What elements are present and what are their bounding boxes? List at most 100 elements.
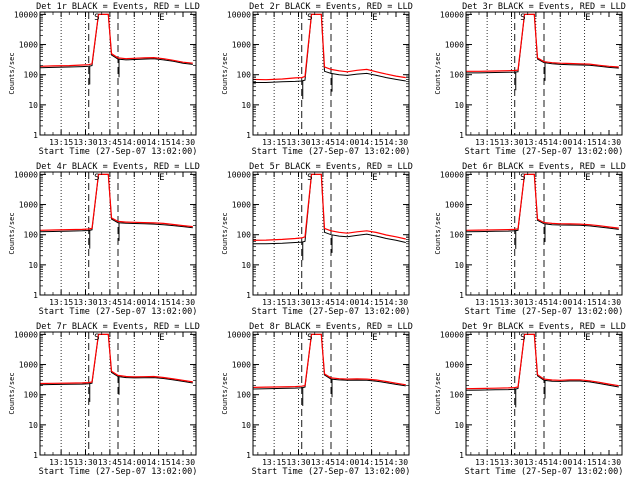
y-tick-label: 10 — [28, 261, 38, 270]
y-tick-label: 100 — [24, 231, 39, 240]
x-tick-label: 13:15 — [49, 298, 73, 307]
marker-e: E — [159, 173, 164, 183]
y-tick-label: 1 — [33, 451, 38, 460]
y-tick-label: 1 — [33, 291, 38, 300]
marker-e: E — [372, 333, 377, 343]
panel-title: Det 7r BLACK = Events, RED = LLD — [36, 322, 200, 332]
y-tick-label: 100 — [237, 71, 252, 80]
marker-e: E — [159, 333, 164, 343]
y-tick-label: 10 — [454, 261, 464, 270]
x-axis-label: Start Time (27-Sep-07 13:02:00) — [39, 147, 198, 157]
x-axis-label: Start Time (27-Sep-07 13:02:00) — [252, 147, 411, 157]
marker-e: E — [372, 13, 377, 23]
x-tick-label: 14:00 — [122, 298, 146, 307]
lld-series-line — [253, 13, 406, 81]
panel-title: Det 2r BLACK = Events, RED = LLD — [249, 2, 413, 12]
lld-series-line — [466, 333, 619, 390]
x-tick-label: 14:30 — [171, 138, 195, 147]
y-axis-label: Counts/sec — [434, 52, 442, 94]
events-series-line — [253, 333, 406, 390]
x-tick-label: 14:15 — [147, 138, 171, 147]
x-tick-label: 13:45 — [98, 298, 122, 307]
y-tick-label: 10000 — [227, 330, 251, 339]
x-axis-label: Start Time (27-Sep-07 13:02:00) — [39, 307, 198, 317]
panel-title: Det 8r BLACK = Events, RED = LLD — [249, 322, 413, 332]
y-axis-label: Counts/sec — [434, 212, 442, 254]
marker-s: S — [520, 173, 525, 183]
events-series-line — [40, 173, 193, 233]
x-tick-label: 13:30 — [73, 298, 97, 307]
y-tick-label: 1000 — [19, 201, 38, 210]
marker-e: E — [585, 173, 590, 183]
x-tick-label: 14:30 — [171, 298, 195, 307]
y-tick-label: 1 — [33, 131, 38, 140]
x-tick-label: 13:15 — [262, 298, 286, 307]
y-axis-label: Counts/sec — [221, 212, 229, 254]
x-tick-label: 14:30 — [384, 458, 408, 467]
x-tick-label: 13:30 — [499, 458, 523, 467]
y-tick-label: 100 — [237, 391, 252, 400]
events-series-line — [466, 333, 619, 391]
x-tick-label: 13:45 — [311, 138, 335, 147]
x-tick-label: 14:00 — [335, 458, 359, 467]
y-tick-label: 10 — [241, 261, 251, 270]
y-tick-label: 1000 — [445, 361, 464, 370]
x-axis-label: Start Time (27-Sep-07 13:02:00) — [252, 467, 411, 477]
y-tick-label: 1000 — [445, 41, 464, 50]
x-tick-label: 13:45 — [311, 458, 335, 467]
marker-s: S — [307, 13, 312, 23]
y-tick-label: 1000 — [19, 41, 38, 50]
x-tick-label: 13:45 — [524, 298, 548, 307]
y-tick-label: 1000 — [19, 361, 38, 370]
x-tick-label: 14:30 — [384, 138, 408, 147]
lld-series-line — [40, 173, 193, 231]
y-axis-label: Counts/sec — [221, 52, 229, 94]
marker-s: S — [94, 173, 99, 183]
panel-title: Det 1r BLACK = Events, RED = LLD — [36, 2, 200, 12]
y-tick-label: 100 — [237, 231, 252, 240]
y-axis-label: Counts/sec — [221, 372, 229, 414]
marker-s: S — [307, 173, 312, 183]
x-axis-label: Start Time (27-Sep-07 13:02:00) — [465, 467, 624, 477]
x-tick-label: 13:15 — [475, 458, 499, 467]
x-tick-label: 13:30 — [499, 298, 523, 307]
y-tick-label: 1 — [246, 291, 251, 300]
y-tick-label: 10000 — [227, 10, 251, 19]
x-tick-label: 13:45 — [98, 138, 122, 147]
x-axis-label: Start Time (27-Sep-07 13:02:00) — [39, 467, 198, 477]
x-tick-label: 14:00 — [335, 298, 359, 307]
x-tick-label: 14:00 — [548, 298, 572, 307]
y-tick-label: 1 — [246, 451, 251, 460]
y-tick-label: 10 — [241, 421, 251, 430]
marker-e: E — [372, 173, 377, 183]
x-tick-label: 13:45 — [524, 138, 548, 147]
y-tick-label: 1000 — [445, 201, 464, 210]
y-tick-label: 100 — [450, 391, 465, 400]
x-tick-label: 14:30 — [597, 458, 621, 467]
x-tick-label: 13:15 — [49, 458, 73, 467]
lld-series-line — [253, 173, 406, 241]
events-series-line — [253, 173, 406, 245]
x-tick-label: 13:30 — [499, 138, 523, 147]
y-axis-label: Counts/sec — [8, 372, 16, 414]
lld-series-line — [40, 333, 193, 385]
x-tick-label: 13:30 — [73, 458, 97, 467]
x-tick-label: 14:15 — [573, 138, 597, 147]
y-tick-label: 100 — [450, 231, 465, 240]
y-tick-label: 100 — [24, 391, 39, 400]
y-tick-label: 1 — [459, 291, 464, 300]
x-tick-label: 13:30 — [286, 298, 310, 307]
x-axis-label: Start Time (27-Sep-07 13:02:00) — [465, 147, 624, 157]
marker-e: E — [159, 13, 164, 23]
lld-series-line — [466, 13, 619, 72]
y-tick-label: 1000 — [232, 41, 251, 50]
y-tick-label: 10000 — [440, 330, 464, 339]
